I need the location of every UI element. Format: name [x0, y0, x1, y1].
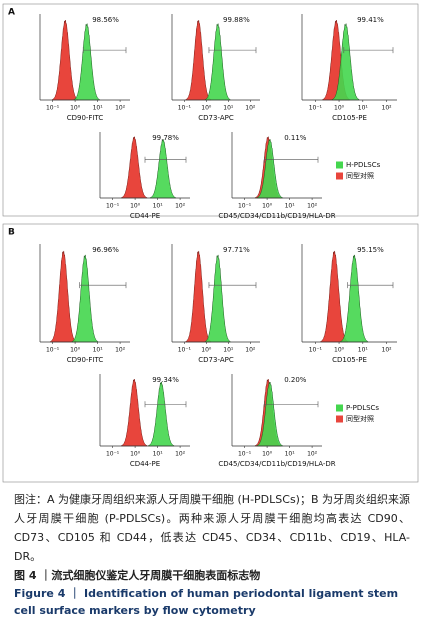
tick-label: 10⁻¹ — [106, 203, 120, 210]
tick-label: 10² — [115, 105, 126, 112]
legend-swatch — [336, 161, 343, 169]
marker-histogram — [71, 253, 99, 343]
tick-label: 10⁻¹ — [178, 105, 192, 112]
isotype-histogram — [320, 250, 349, 343]
tick-label: 10⁰ — [262, 451, 273, 458]
isotype-histogram — [120, 378, 148, 447]
isotype-histogram — [185, 19, 212, 101]
caption-title-cn: 图 4 ｜流式细胞仪鉴定人牙周膜干细胞表面标志物 — [14, 569, 261, 582]
marker-histogram — [256, 381, 284, 447]
tick-label: 10¹ — [153, 203, 164, 210]
tick-label: 10¹ — [93, 347, 104, 354]
percent: 99.34% — [152, 376, 179, 384]
marker-histogram — [204, 22, 231, 101]
isotype-histogram — [50, 249, 77, 343]
legend-label: P-PDLSCs — [346, 404, 379, 412]
legend-swatch — [336, 172, 343, 180]
x-label: CD45/CD34/CD11b/CD19/HLA-DR — [218, 460, 335, 468]
tick-label: 10⁰ — [334, 105, 345, 112]
tick-label: 10⁻¹ — [46, 105, 60, 112]
isotype-histogram — [120, 135, 148, 199]
x-label: CD90-FITC — [67, 114, 104, 122]
tick-label: 10² — [245, 105, 256, 112]
legend-swatch — [336, 404, 343, 412]
percent: 99.88% — [223, 16, 250, 24]
caption-title-en: Figure 4 ｜ Identification of human perio… — [14, 587, 399, 617]
tick-label: 10⁻¹ — [178, 347, 192, 354]
tick-label: 10⁰ — [201, 105, 212, 112]
legend-label: 同型对照 — [346, 414, 374, 423]
marker-histogram — [331, 22, 360, 101]
tick-label: 10¹ — [223, 105, 234, 112]
tick-label: 10⁻¹ — [309, 347, 323, 354]
percent: 99.78% — [152, 134, 179, 142]
marker-histogram — [149, 138, 177, 199]
percent: 96.96% — [92, 246, 119, 254]
tick-label: 10² — [382, 105, 393, 112]
tick-label: 10² — [307, 203, 318, 210]
x-label: CD105-PE — [332, 114, 367, 122]
tick-label: 10⁻¹ — [238, 203, 252, 210]
marker-histogram — [73, 22, 101, 101]
tick-label: 10¹ — [223, 347, 234, 354]
percent: 95.15% — [357, 246, 384, 254]
marker-histogram — [256, 138, 284, 199]
marker-histogram — [147, 381, 175, 447]
tick-label: 10⁰ — [130, 203, 141, 210]
percent: 0.20% — [284, 376, 307, 384]
tick-label: 10¹ — [285, 203, 296, 210]
x-label: CD73-APC — [198, 114, 234, 122]
tick-label: 10¹ — [285, 451, 296, 458]
percent: 97.71% — [223, 246, 250, 254]
legend-swatch — [336, 415, 343, 423]
tick-label: 10¹ — [358, 347, 369, 354]
tick-label: 10² — [115, 347, 126, 354]
panel-label: A — [8, 8, 15, 18]
marker-histogram — [204, 253, 231, 343]
tick-label: 10⁻¹ — [106, 451, 120, 458]
percent: 98.56% — [92, 16, 119, 24]
figure: A B 98.56% 10⁻¹ 10⁰ 10¹ 10² CD90-FITC 99.88% 10… — [2, 3, 419, 483]
tick-label: 10² — [175, 203, 186, 210]
tick-label: 10⁰ — [262, 203, 273, 210]
tick-label: 10² — [245, 347, 256, 354]
x-label: CD44-PE — [130, 212, 160, 220]
tick-label: 10⁻¹ — [309, 105, 323, 112]
percent: 99.41% — [357, 16, 384, 24]
x-label: CD45/CD34/CD11b/CD19/HLA-DR — [218, 212, 335, 220]
tick-label: 10⁰ — [130, 451, 141, 458]
tick-label: 10² — [382, 347, 393, 354]
isotype-histogram — [51, 19, 79, 101]
tick-label: 10⁰ — [334, 347, 345, 354]
tick-label: 10² — [307, 451, 318, 458]
percent: 0.11% — [284, 134, 307, 142]
legend-label: 同型对照 — [346, 171, 374, 180]
x-label: CD90-FITC — [67, 356, 104, 364]
panel-frame — [2, 3, 419, 217]
tick-label: 10⁻¹ — [238, 451, 252, 458]
tick-label: 10⁰ — [201, 347, 212, 354]
caption-note: 图注：A 为健康牙周组织来源人牙周膜干细胞 (H-PDLSCs)；B 为牙周炎组… — [14, 493, 411, 563]
panel-frame — [2, 223, 419, 483]
tick-label: 10⁰ — [70, 347, 81, 354]
tick-label: 10¹ — [93, 105, 104, 112]
marker-histogram — [340, 254, 369, 343]
tick-label: 10⁰ — [70, 105, 81, 112]
tick-label: 10⁻¹ — [46, 347, 60, 354]
panel-label: B — [8, 228, 15, 238]
x-label: CD73-APC — [198, 356, 234, 364]
x-label: CD105-PE — [332, 356, 367, 364]
isotype-histogram — [185, 249, 212, 343]
tick-label: 10¹ — [153, 451, 164, 458]
legend-label: H-PDLSCs — [346, 161, 381, 169]
tick-label: 10² — [175, 451, 186, 458]
tick-label: 10¹ — [358, 105, 369, 112]
x-label: CD44-PE — [130, 460, 160, 468]
